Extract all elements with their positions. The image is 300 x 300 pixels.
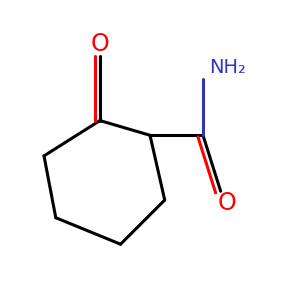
Text: O: O [91,32,109,56]
Text: NH₂: NH₂ [209,58,246,77]
Text: O: O [217,191,236,215]
